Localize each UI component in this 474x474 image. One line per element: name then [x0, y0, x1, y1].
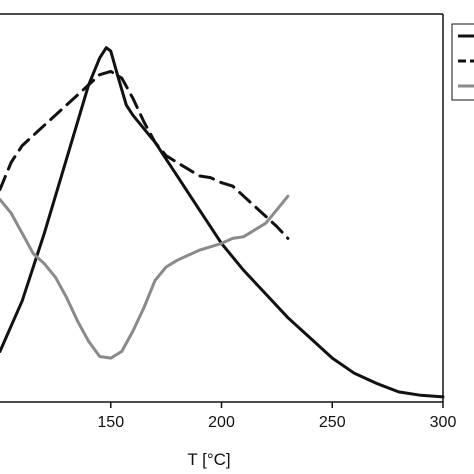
data-series [0, 46, 445, 399]
series-line-3 [0, 194, 290, 360]
x-tick-label: 250 [319, 414, 346, 431]
x-tick-label: 200 [208, 414, 235, 431]
series-line-2 [0, 69, 290, 240]
legend [451, 23, 474, 101]
x-axis-title: T [°C] [187, 450, 230, 469]
x-tick-label: 300 [430, 414, 457, 431]
x-tick-label: 150 [97, 414, 124, 431]
x-ticks: 150 200 250 300 [97, 402, 456, 431]
